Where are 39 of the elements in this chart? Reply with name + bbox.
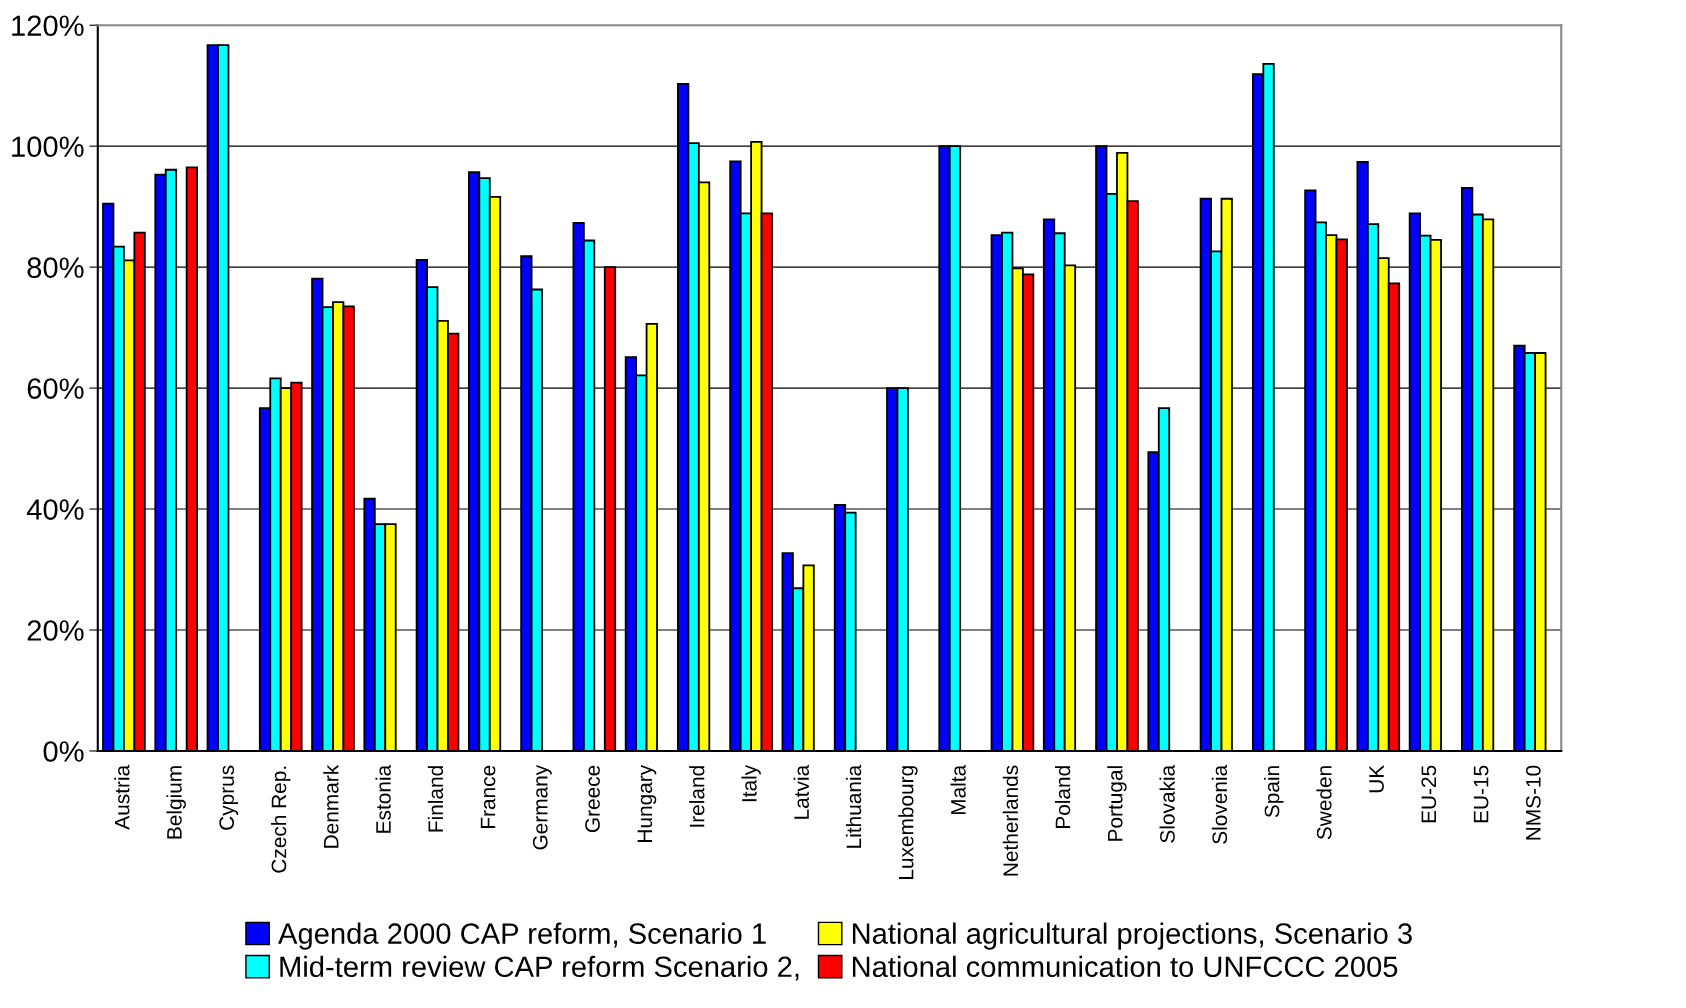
x-tick-label: Hungary xyxy=(637,764,657,842)
y-tick-label: 80% xyxy=(27,257,84,278)
legend-label: Agenda 2000 CAP reform, Scenario 1 xyxy=(278,922,766,950)
y-tick-label: 60% xyxy=(27,378,84,399)
y-tick-label: 0% xyxy=(43,741,84,762)
legend-label: National communication to UNFCCC 2005 xyxy=(852,955,1398,978)
x-tick-label: Ireland xyxy=(689,766,705,827)
x-tick-label: Latvia xyxy=(793,764,809,819)
x-tick-label: Netherlands xyxy=(1002,765,1019,876)
legend-label: Mid-term review CAP reform Scenario 2, xyxy=(280,955,799,981)
x-tick-label: Slovakia xyxy=(1159,764,1175,843)
x-tick-label: Czech Rep. xyxy=(271,766,291,873)
y-tick-label: 120% xyxy=(12,15,84,37)
x-tick-label: Belgium xyxy=(166,766,186,839)
x-tick-label: NMS-10 xyxy=(1525,765,1541,840)
x-tick-label: Finland xyxy=(427,766,444,832)
x-tick-label: EU-25 xyxy=(1421,765,1437,823)
x-tick-label: France xyxy=(480,765,496,828)
y-tick-label: 20% xyxy=(27,620,84,641)
x-tick-label: Lithuania xyxy=(845,764,862,848)
x-tick-label: Poland xyxy=(1055,766,1071,829)
x-tick-label: Denmark xyxy=(323,764,339,848)
x-tick-label: Sweden xyxy=(1316,766,1332,840)
x-tick-label: Spain xyxy=(1264,766,1284,818)
x-tick-label: Germany xyxy=(532,764,552,850)
x-tick-label: Greece xyxy=(585,765,600,833)
x-tick-label: Slovenia xyxy=(1211,764,1228,844)
legend-label: National agricultural projections, Scenario 3 xyxy=(852,922,1412,950)
x-tick-label: Luxembourg xyxy=(898,766,918,879)
x-tick-label: EU-15 xyxy=(1473,765,1489,823)
x-tick-label: Portugal xyxy=(1107,766,1127,841)
x-tick-label: Estonia xyxy=(375,764,391,833)
x-tick-label: Italy xyxy=(741,764,761,802)
x-tick-label: Cyprus xyxy=(219,765,239,830)
x-tick-label: UK xyxy=(1369,765,1384,793)
y-tick-label: 100% xyxy=(12,136,84,158)
x-tick-label: Malta xyxy=(950,764,966,815)
y-tick-label: 40% xyxy=(26,499,84,520)
x-tick-label: Austria xyxy=(114,764,130,830)
